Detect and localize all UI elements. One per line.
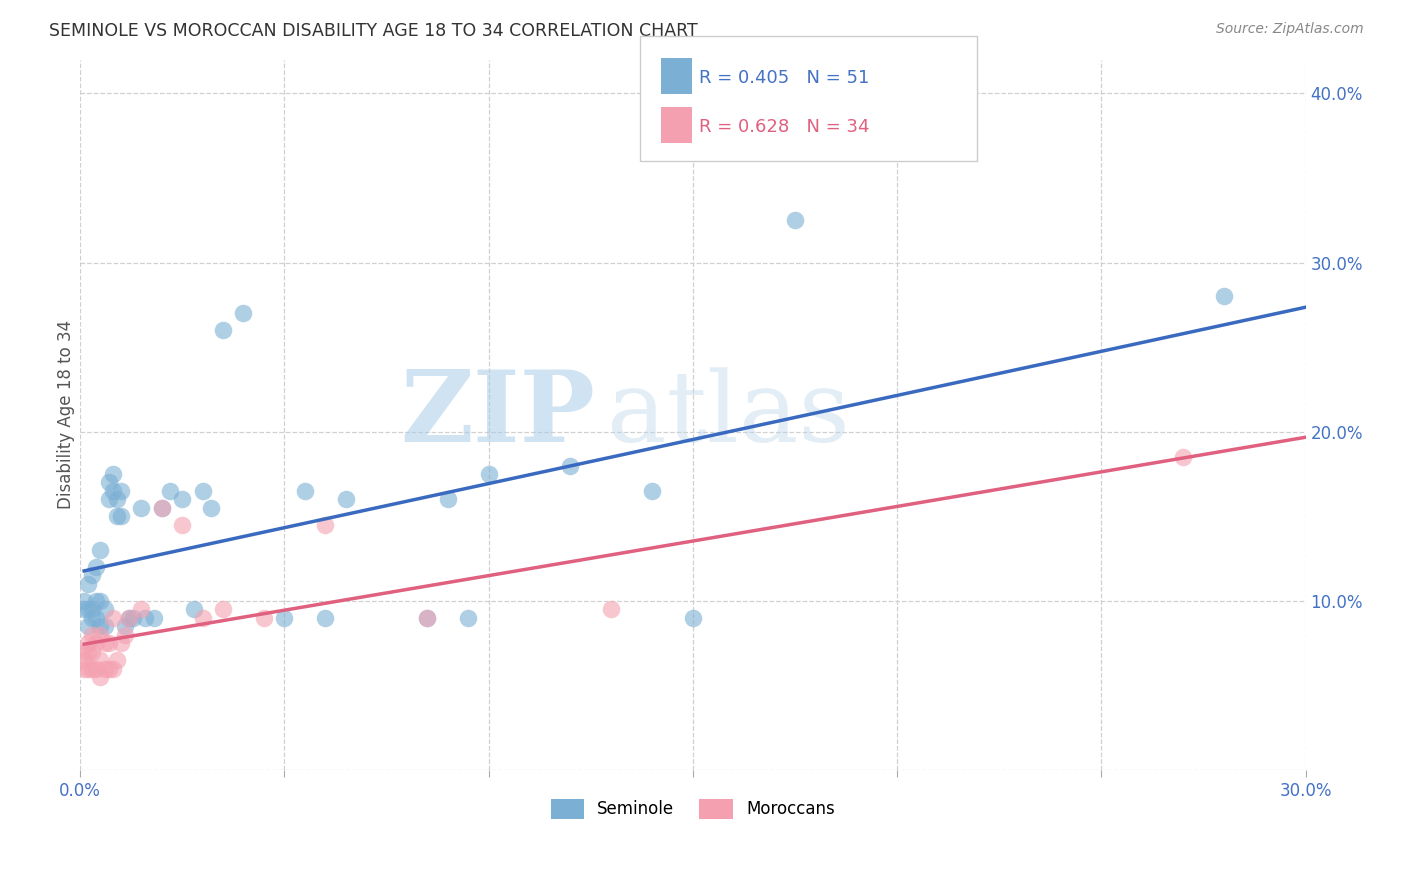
- Point: [314, 611, 336, 625]
- Point: [93, 636, 115, 650]
- Point: [105, 509, 128, 524]
- Point: [93, 602, 115, 616]
- Point: [150, 500, 173, 515]
- Point: [77, 661, 100, 675]
- Point: [142, 611, 165, 625]
- Point: [172, 517, 194, 532]
- Point: [416, 611, 439, 625]
- Point: [89, 619, 111, 633]
- Point: [73, 602, 96, 616]
- Point: [77, 644, 100, 658]
- Point: [110, 509, 132, 524]
- Point: [89, 628, 111, 642]
- Text: ZIP: ZIP: [399, 367, 595, 463]
- Text: Source: ZipAtlas.com: Source: ZipAtlas.com: [1216, 22, 1364, 37]
- Point: [101, 467, 124, 481]
- Point: [86, 636, 108, 650]
- Point: [82, 568, 104, 582]
- Point: [1212, 289, 1234, 303]
- Point: [118, 611, 141, 625]
- Point: [93, 619, 115, 633]
- Y-axis label: Disability Age 18 to 34: Disability Age 18 to 34: [58, 320, 75, 509]
- Point: [101, 611, 124, 625]
- Point: [86, 594, 108, 608]
- Text: SEMINOLE VS MOROCCAN DISABILITY AGE 18 TO 34 CORRELATION CHART: SEMINOLE VS MOROCCAN DISABILITY AGE 18 T…: [49, 22, 697, 40]
- Point: [82, 611, 104, 625]
- Point: [114, 628, 136, 642]
- Point: [89, 670, 111, 684]
- Point: [93, 661, 115, 675]
- Point: [122, 611, 145, 625]
- Point: [212, 323, 235, 337]
- Point: [105, 653, 128, 667]
- Point: [82, 628, 104, 642]
- Point: [682, 611, 704, 625]
- Point: [232, 306, 254, 320]
- Point: [335, 492, 357, 507]
- Point: [436, 492, 458, 507]
- Point: [600, 602, 623, 616]
- Point: [73, 594, 96, 608]
- Point: [110, 636, 132, 650]
- Point: [89, 543, 111, 558]
- Point: [105, 492, 128, 507]
- Point: [131, 500, 153, 515]
- Legend: Seminole, Moroccans: Seminole, Moroccans: [544, 792, 842, 826]
- Point: [97, 661, 120, 675]
- Point: [101, 483, 124, 498]
- Point: [110, 483, 132, 498]
- Point: [77, 602, 100, 616]
- Point: [212, 602, 235, 616]
- Point: [134, 611, 156, 625]
- Point: [273, 611, 295, 625]
- Point: [314, 517, 336, 532]
- Point: [86, 611, 108, 625]
- Point: [1171, 450, 1194, 464]
- Point: [560, 458, 582, 473]
- Point: [183, 602, 205, 616]
- Point: [89, 594, 111, 608]
- Point: [101, 661, 124, 675]
- Point: [150, 500, 173, 515]
- Point: [97, 636, 120, 650]
- Point: [86, 560, 108, 574]
- Point: [294, 483, 316, 498]
- Text: R = 0.628   N = 34: R = 0.628 N = 34: [699, 118, 869, 136]
- Point: [77, 636, 100, 650]
- Point: [118, 611, 141, 625]
- Point: [73, 653, 96, 667]
- Point: [73, 644, 96, 658]
- Point: [73, 661, 96, 675]
- Point: [77, 577, 100, 591]
- Point: [97, 475, 120, 490]
- Point: [86, 661, 108, 675]
- Point: [253, 611, 276, 625]
- Point: [89, 653, 111, 667]
- Point: [82, 602, 104, 616]
- Point: [457, 611, 479, 625]
- Point: [641, 483, 664, 498]
- Point: [416, 611, 439, 625]
- Text: R = 0.405   N = 51: R = 0.405 N = 51: [699, 69, 869, 87]
- Point: [159, 483, 181, 498]
- Point: [97, 492, 120, 507]
- Point: [82, 661, 104, 675]
- Point: [200, 500, 222, 515]
- Point: [477, 467, 499, 481]
- Point: [191, 483, 214, 498]
- Point: [82, 644, 104, 658]
- Point: [77, 619, 100, 633]
- Text: atlas: atlas: [607, 367, 849, 463]
- Point: [172, 492, 194, 507]
- Point: [114, 619, 136, 633]
- Point: [131, 602, 153, 616]
- Point: [191, 611, 214, 625]
- Point: [783, 213, 806, 227]
